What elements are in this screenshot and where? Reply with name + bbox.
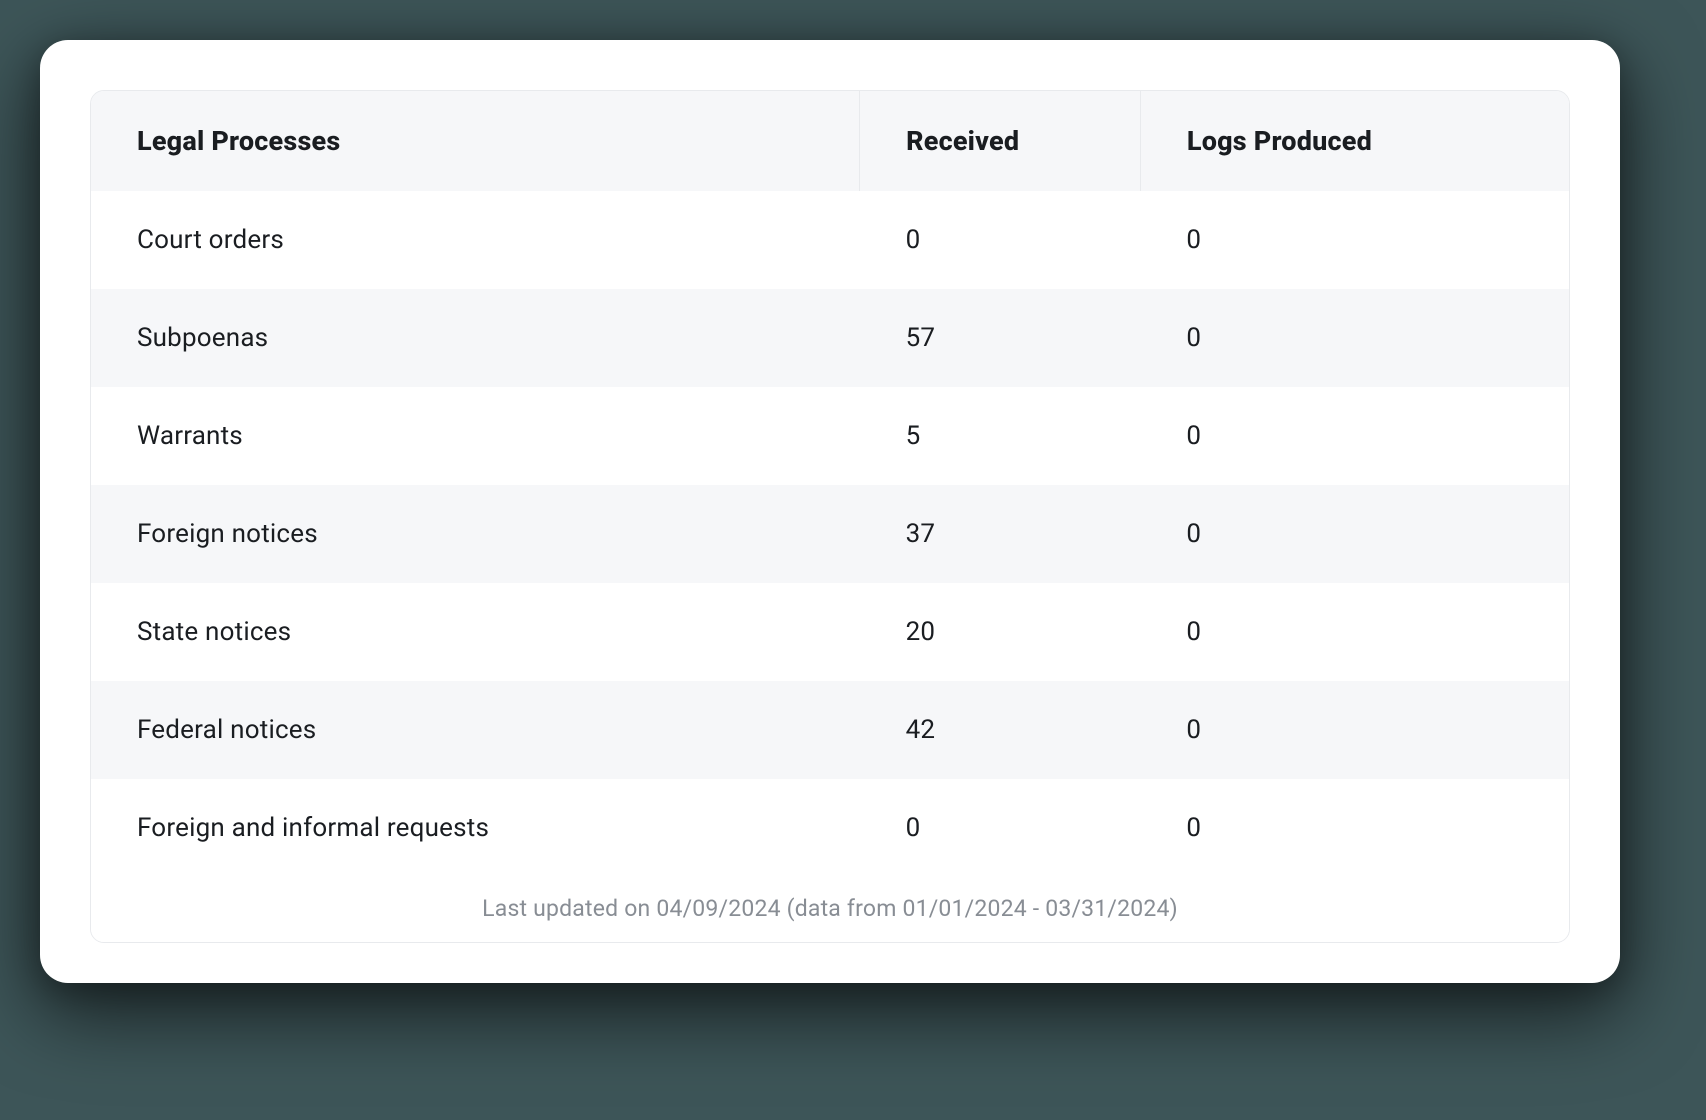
cell-received: 37 (860, 485, 1141, 583)
cell-received: 20 (860, 583, 1141, 681)
cell-logs: 0 (1140, 387, 1569, 485)
cell-process: Court orders (91, 191, 860, 289)
table-caption: Last updated on 04/09/2024 (data from 01… (91, 877, 1569, 942)
cell-logs: 0 (1140, 485, 1569, 583)
cell-received: 42 (860, 681, 1141, 779)
report-card: Legal Processes Received Logs Produced C… (40, 40, 1620, 983)
table-header: Legal Processes Received Logs Produced (91, 91, 1569, 191)
cell-process: Warrants (91, 387, 860, 485)
table-row: Subpoenas 57 0 (91, 289, 1569, 387)
cell-received: 0 (860, 779, 1141, 877)
table-row: State notices 20 0 (91, 583, 1569, 681)
cell-logs: 0 (1140, 779, 1569, 877)
card-shadow: Legal Processes Received Logs Produced C… (40, 40, 1620, 983)
cell-logs: 0 (1140, 191, 1569, 289)
cell-logs: 0 (1140, 289, 1569, 387)
legal-processes-table-wrap: Legal Processes Received Logs Produced C… (90, 90, 1570, 943)
table-row: Warrants 5 0 (91, 387, 1569, 485)
cell-process: Subpoenas (91, 289, 860, 387)
cell-process: State notices (91, 583, 860, 681)
cell-process: Federal notices (91, 681, 860, 779)
cell-process: Foreign and informal requests (91, 779, 860, 877)
table-row: Foreign notices 37 0 (91, 485, 1569, 583)
table-row: Foreign and informal requests 0 0 (91, 779, 1569, 877)
cell-logs: 0 (1140, 681, 1569, 779)
cell-received: 0 (860, 191, 1141, 289)
table-caption-row: Last updated on 04/09/2024 (data from 01… (91, 877, 1569, 942)
cell-process: Foreign notices (91, 485, 860, 583)
table-body: Court orders 0 0 Subpoenas 57 0 Warrants… (91, 191, 1569, 942)
col-header-received: Received (860, 91, 1141, 191)
cell-logs: 0 (1140, 583, 1569, 681)
table-row: Federal notices 42 0 (91, 681, 1569, 779)
col-header-logs: Logs Produced (1140, 91, 1569, 191)
cell-received: 57 (860, 289, 1141, 387)
legal-processes-table: Legal Processes Received Logs Produced C… (91, 91, 1569, 942)
col-header-process: Legal Processes (91, 91, 860, 191)
cell-received: 5 (860, 387, 1141, 485)
table-row: Court orders 0 0 (91, 191, 1569, 289)
